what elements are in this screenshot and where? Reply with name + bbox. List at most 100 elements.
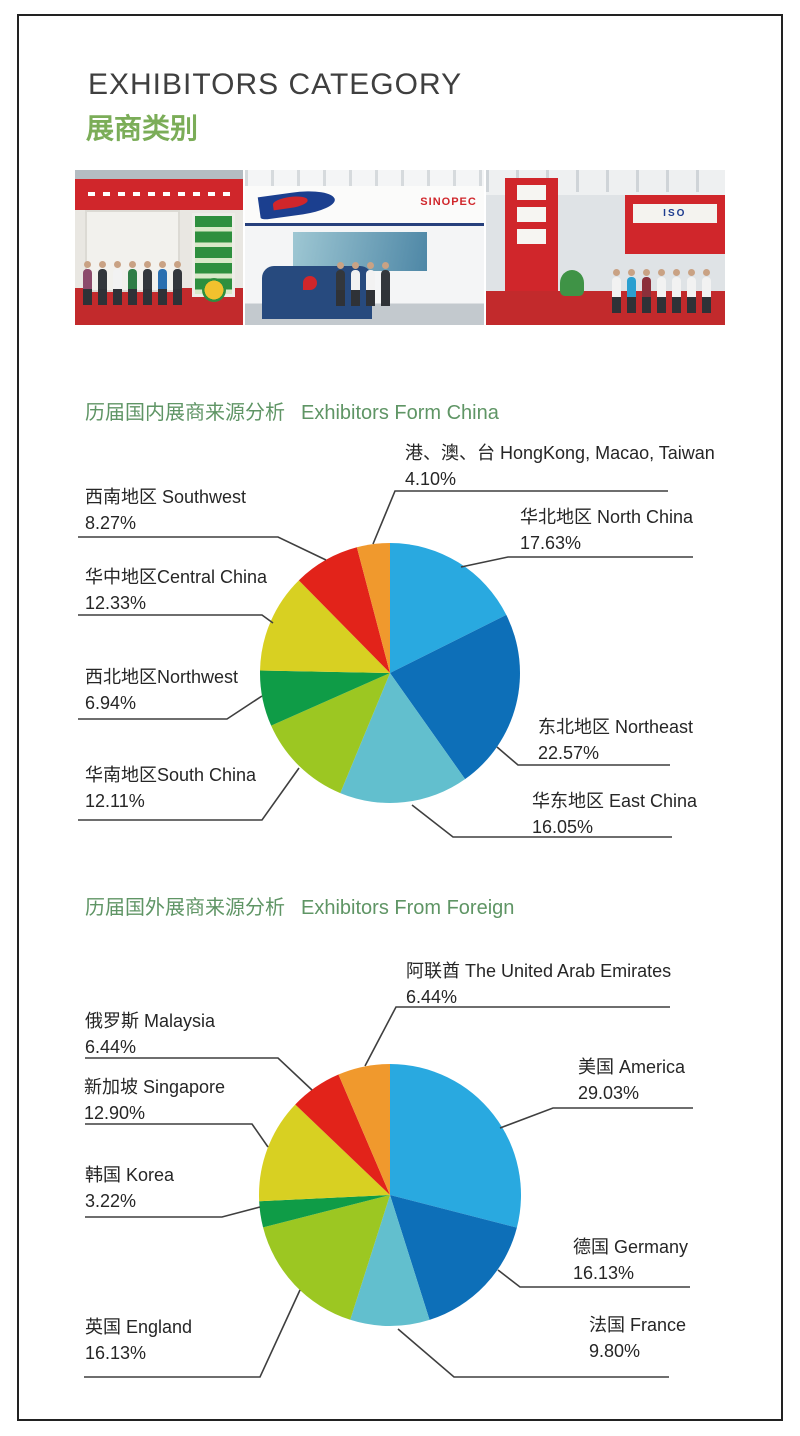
leader-line: [78, 695, 263, 720]
section-title-zh: 历届国外展商来源分析: [85, 897, 285, 919]
person-figure: [380, 262, 390, 307]
person-figure: [143, 260, 153, 305]
pie-slice-label: 阿联酋 The United Arab Emirates 6.44%: [406, 958, 671, 1010]
tower-panel: [516, 185, 547, 200]
slice-percent: 6.44%: [85, 1037, 137, 1057]
pie-slice-label: 华东地区 East China 16.05%: [532, 788, 697, 840]
pie-slice: [390, 1195, 517, 1320]
section-title-zh: 历届国内展商来源分析: [85, 402, 285, 424]
page-border-frame: [17, 14, 783, 1421]
pie-slice-label: 美国 America 29.03%: [578, 1054, 685, 1106]
pie-slice: [260, 580, 390, 673]
pie-slices: [259, 543, 520, 803]
pie-slice: [338, 1064, 390, 1195]
slice-name: 华南地区South China: [85, 765, 257, 785]
person-figure: [365, 262, 375, 307]
pie-slice: [263, 1195, 390, 1320]
leader-line: [411, 804, 672, 838]
leader-line: [85, 1057, 313, 1091]
red-wall: ISO: [624, 194, 725, 254]
leader-line: [496, 746, 670, 766]
section-title-en: Exhibitors From Foreign: [301, 897, 515, 919]
tower-panel: [516, 207, 547, 222]
people-group: [335, 262, 390, 307]
slice-percent: 22.57%: [538, 743, 600, 763]
slice-name: 新加坡 Singapore: [84, 1077, 226, 1097]
person-figure: [701, 268, 711, 313]
person-figure: [128, 260, 138, 305]
section-title-foreign: 历届国外展商来源分析 Exhibitors From Foreign: [85, 891, 514, 920]
slice-name: 阿联酋 The United Arab Emirates: [406, 961, 672, 981]
slice-name: 华北地区 North China: [520, 507, 694, 527]
pie-slice-label: 东北地区 Northeast 22.57%: [538, 714, 693, 766]
pie-slice-label: 西南地区 Southwest 8.27%: [85, 484, 246, 536]
leader-line: [497, 1269, 690, 1288]
leader-line: [364, 1006, 670, 1067]
red-swoosh-icon: [303, 275, 318, 290]
slice-name: 港、澳、台 HongKong, Macao, Taiwan: [405, 443, 715, 463]
pie-slice: [390, 614, 520, 780]
slice-name: 英国 England: [85, 1317, 193, 1337]
pie-slice: [356, 543, 390, 673]
slice-percent: 12.90%: [84, 1103, 146, 1123]
person-figure: [173, 260, 183, 305]
leader-line: [460, 556, 693, 568]
exhibition-photo-collage: SINOPEC ISO: [75, 170, 725, 325]
person-figure: [656, 268, 666, 313]
pie-slice: [259, 670, 390, 726]
slice-percent: 6.44%: [406, 987, 458, 1007]
pie-slice: [350, 1195, 430, 1326]
pie-slice-label: 港、澳、台 HongKong, Macao, Taiwan 4.10%: [405, 440, 715, 492]
slice-name: 美国 America: [578, 1057, 686, 1077]
slice-name: 法国 France: [589, 1315, 687, 1335]
red-tower: [505, 177, 558, 291]
person-figure: [686, 268, 696, 313]
pie-slice: [259, 1104, 390, 1202]
page-title: EXHIBITORS CATEGORY: [88, 68, 463, 101]
slice-percent: 16.13%: [85, 1343, 147, 1363]
pie-slice: [271, 673, 390, 794]
person-figure: [626, 268, 636, 313]
person-figure: [158, 260, 168, 305]
teal-mural: [292, 232, 427, 271]
photo-panel-right: ISO: [485, 170, 725, 325]
red-swoosh-icon: [272, 194, 309, 210]
pie-slice-label: 新加坡 Singapore 12.90%: [84, 1074, 225, 1126]
pie-slice-label: 华北地区 North China 17.63%: [520, 504, 693, 556]
pie-slice-label: 韩国 Korea 3.22%: [85, 1162, 174, 1214]
pie-slice-label: 德国 Germany 16.13%: [573, 1234, 688, 1286]
section-title-domestic: 历届国内展商来源分析 Exhibitors Form China: [85, 396, 499, 425]
slice-percent: 6.94%: [85, 693, 137, 713]
pie-slice-label: 华中地区Central China 12.33%: [85, 564, 267, 616]
slice-percent: 8.27%: [85, 513, 137, 533]
photo-panel-middle: SINOPEC: [244, 170, 484, 325]
section-title-en: Exhibitors Form China: [301, 402, 499, 424]
leader-line: [78, 614, 274, 624]
banner-text-abstract: [88, 191, 230, 196]
people-group: [83, 260, 183, 305]
pie-slice-label: 法国 France 9.80%: [589, 1312, 686, 1364]
leader-line: [372, 490, 668, 545]
slice-name: 德国 Germany: [573, 1237, 689, 1257]
green-display-stand: [191, 213, 235, 297]
pie-slice: [340, 673, 466, 803]
slice-percent: 12.11%: [85, 791, 145, 811]
person-figure: [98, 260, 108, 305]
slice-percent: 4.10%: [405, 469, 457, 489]
pie-slice: [390, 1064, 522, 1228]
leader-line: [499, 1107, 693, 1129]
person-figure: [350, 262, 360, 307]
pie-slice-label: 华南地区South China 12.11%: [85, 762, 256, 814]
iso-sign: ISO: [632, 204, 717, 224]
person-figure: [83, 260, 93, 305]
sinopec-sign: SINOPEC: [420, 196, 477, 209]
leader-line: [78, 767, 300, 821]
round-logo: [202, 277, 227, 302]
pie-slice: [295, 1074, 390, 1195]
slice-name: 俄罗斯 Malaysia: [85, 1011, 216, 1031]
people-group: [611, 268, 711, 313]
slice-percent: 17.63%: [520, 533, 582, 553]
leader-line: [85, 1123, 269, 1148]
leader-line: [78, 536, 327, 561]
